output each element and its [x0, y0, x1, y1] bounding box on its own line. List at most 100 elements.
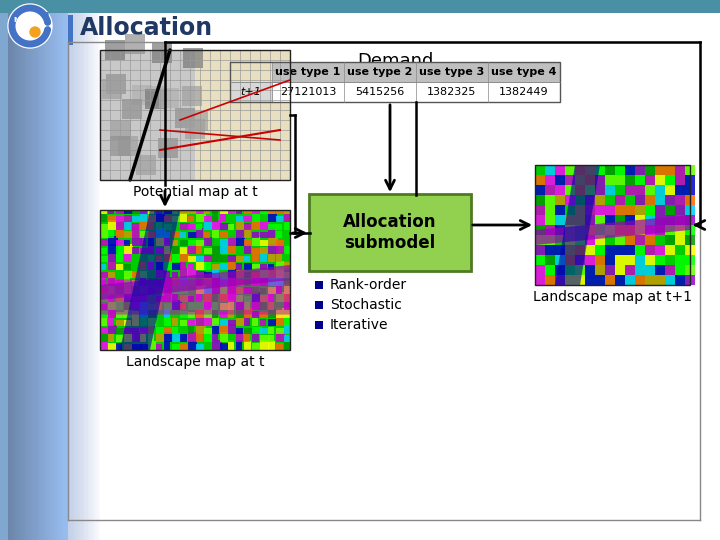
Bar [575, 255, 585, 265]
Bar [212, 229, 219, 238]
Bar [100, 292, 110, 302]
Bar [220, 325, 230, 334]
Bar [24, 0, 25, 540]
Bar [244, 263, 252, 270]
Bar [67, 0, 68, 540]
Bar [284, 294, 290, 302]
Bar [236, 301, 246, 310]
Bar [108, 244, 118, 254]
Bar [0, 0, 70, 540]
Bar [100, 50, 290, 180]
Bar [545, 235, 555, 245]
Bar [204, 232, 210, 238]
Bar [244, 341, 251, 350]
Bar [21, 0, 22, 540]
Bar [164, 261, 172, 270]
Bar [204, 277, 212, 286]
Bar [100, 300, 290, 302]
Bar [220, 255, 228, 262]
Bar [252, 264, 260, 270]
Bar [156, 214, 165, 222]
Bar [595, 235, 605, 245]
Bar [212, 286, 221, 294]
Bar [252, 210, 261, 214]
Bar [132, 256, 140, 262]
Bar [100, 304, 290, 306]
Bar [132, 238, 142, 246]
Bar [108, 277, 115, 286]
Bar [64, 0, 66, 540]
Bar [196, 326, 206, 334]
Bar [535, 165, 690, 285]
Bar [284, 210, 290, 214]
Bar [108, 220, 116, 230]
Bar [655, 265, 665, 275]
Bar [252, 327, 262, 334]
Bar [605, 175, 615, 185]
Bar [110, 136, 130, 156]
Bar [156, 312, 164, 318]
Bar [575, 275, 585, 285]
Bar [180, 277, 188, 286]
Bar [132, 210, 140, 214]
Bar [212, 302, 218, 310]
Bar [136, 155, 156, 175]
Bar [220, 286, 227, 294]
Bar [615, 165, 625, 175]
Bar [204, 210, 210, 214]
Bar [172, 210, 178, 214]
Bar [158, 138, 178, 158]
Bar [148, 341, 156, 350]
Bar [124, 344, 132, 350]
Bar [585, 165, 595, 175]
Bar [655, 225, 665, 235]
Bar [19, 0, 20, 540]
Bar [0, 0, 15, 540]
Bar [180, 311, 188, 318]
Bar [585, 215, 595, 225]
Bar [595, 245, 605, 255]
Bar [9, 0, 11, 540]
Bar [42, 0, 44, 540]
Bar [140, 271, 147, 278]
Bar [172, 263, 181, 270]
Bar [625, 215, 635, 225]
Bar [60, 0, 61, 540]
Bar [675, 195, 685, 205]
Bar [148, 245, 154, 254]
Bar [260, 253, 267, 262]
Bar [220, 312, 227, 318]
Bar [0, 0, 55, 540]
Bar [188, 288, 194, 294]
Bar [122, 99, 142, 119]
Bar [148, 215, 156, 222]
Bar [535, 245, 545, 255]
Bar [236, 229, 245, 238]
Bar [315, 281, 323, 289]
Bar [66, 0, 67, 540]
Bar [44, 0, 45, 540]
Bar [50, 0, 51, 540]
Bar [132, 295, 142, 302]
Bar [260, 277, 270, 286]
Bar [108, 254, 116, 262]
Bar [244, 223, 251, 230]
Bar [685, 245, 695, 255]
Bar [100, 297, 290, 299]
Bar [228, 260, 235, 270]
Bar [100, 296, 290, 298]
Bar [0, 0, 95, 540]
Bar [140, 210, 147, 214]
Bar [116, 343, 122, 350]
Bar [535, 165, 690, 285]
Bar [535, 195, 545, 205]
Bar [108, 316, 114, 326]
Bar [8, 0, 9, 540]
Bar [116, 240, 124, 246]
Bar [565, 255, 575, 265]
Bar [105, 40, 125, 60]
Bar [315, 321, 323, 329]
Bar [196, 240, 206, 246]
Bar [204, 302, 211, 310]
Bar [615, 235, 625, 245]
